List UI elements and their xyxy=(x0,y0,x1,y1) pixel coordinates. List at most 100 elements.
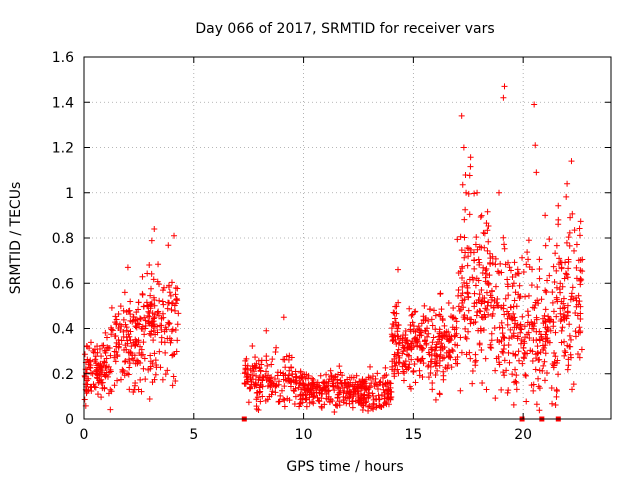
data-point xyxy=(172,307,179,314)
data-point xyxy=(488,294,495,301)
data-point xyxy=(518,326,525,333)
data-point xyxy=(561,347,568,354)
data-point xyxy=(249,343,256,350)
data-point xyxy=(430,307,437,314)
data-point xyxy=(253,372,260,379)
data-point xyxy=(479,314,486,321)
data-point xyxy=(560,295,567,302)
data-point xyxy=(415,356,422,363)
data-point xyxy=(281,397,288,404)
data-point xyxy=(259,393,266,400)
data-point xyxy=(94,349,101,356)
data-point xyxy=(498,319,505,326)
data-point xyxy=(164,305,171,312)
data-point xyxy=(391,367,398,374)
data-point xyxy=(367,363,374,370)
data-point xyxy=(131,352,138,359)
data-point xyxy=(127,317,134,324)
data-point xyxy=(431,360,438,367)
data-point xyxy=(98,364,105,371)
data-point xyxy=(126,386,133,393)
data-point xyxy=(488,337,495,344)
data-point xyxy=(98,394,105,401)
data-point xyxy=(167,292,174,299)
data-point xyxy=(285,372,292,379)
data-point xyxy=(459,275,466,282)
data-point-peak xyxy=(460,144,467,151)
data-point xyxy=(159,310,166,317)
data-point xyxy=(483,265,490,272)
data-point xyxy=(120,367,127,374)
data-point xyxy=(553,284,560,291)
data-point xyxy=(165,319,172,326)
data-point xyxy=(520,354,527,361)
data-point xyxy=(280,396,287,403)
data-point xyxy=(496,324,503,331)
data-point xyxy=(512,289,519,296)
data-point xyxy=(378,404,385,411)
y-tick-label: 0.2 xyxy=(52,367,74,383)
data-point xyxy=(441,322,448,329)
data-point xyxy=(537,349,544,356)
data-point xyxy=(525,329,532,336)
data-point xyxy=(573,241,580,248)
data-point xyxy=(390,336,397,343)
data-point xyxy=(544,277,551,284)
data-point xyxy=(495,303,502,310)
data-point xyxy=(576,225,583,232)
data-point xyxy=(305,382,312,389)
data-point xyxy=(427,369,434,376)
data-point xyxy=(426,306,433,313)
data-point xyxy=(572,333,579,340)
data-point xyxy=(337,369,344,376)
data-point xyxy=(264,382,271,389)
data-point xyxy=(533,316,540,323)
data-point xyxy=(440,376,447,383)
y-tick-label: 0.6 xyxy=(52,276,74,292)
data-point xyxy=(125,331,132,338)
data-point xyxy=(115,310,122,317)
data-point xyxy=(571,247,578,254)
data-point xyxy=(395,340,402,347)
data-point xyxy=(136,321,143,328)
data-point xyxy=(497,260,504,267)
data-point xyxy=(107,366,114,373)
data-point xyxy=(567,343,574,350)
data-point xyxy=(150,294,157,301)
data-point xyxy=(477,213,484,220)
data-point xyxy=(555,371,562,378)
data-point xyxy=(139,273,146,280)
data-point xyxy=(552,329,559,336)
data-point xyxy=(472,362,479,369)
data-point xyxy=(555,202,562,209)
data-point xyxy=(510,314,517,321)
data-point xyxy=(313,389,320,396)
data-point xyxy=(381,400,388,407)
data-point xyxy=(435,333,442,340)
data-point xyxy=(569,386,576,393)
data-point xyxy=(536,407,543,414)
data-point xyxy=(578,276,585,283)
data-point xyxy=(81,351,88,358)
data-point xyxy=(505,349,512,356)
data-point xyxy=(432,312,439,319)
data-point xyxy=(293,373,300,380)
data-point xyxy=(504,315,511,322)
data-point xyxy=(577,315,584,322)
data-point xyxy=(142,322,149,329)
data-point xyxy=(268,361,275,368)
data-point xyxy=(394,333,401,340)
data-point xyxy=(355,388,362,395)
data-point xyxy=(366,384,373,391)
data-point xyxy=(441,354,448,361)
data-point xyxy=(141,331,148,338)
data-point xyxy=(334,384,341,391)
data-point xyxy=(487,344,494,351)
data-point xyxy=(564,274,571,281)
data-point xyxy=(146,261,153,268)
data-point xyxy=(541,377,548,384)
data-point xyxy=(421,328,428,335)
data-point xyxy=(392,362,399,369)
data-point xyxy=(411,361,418,368)
data-point xyxy=(519,360,526,367)
